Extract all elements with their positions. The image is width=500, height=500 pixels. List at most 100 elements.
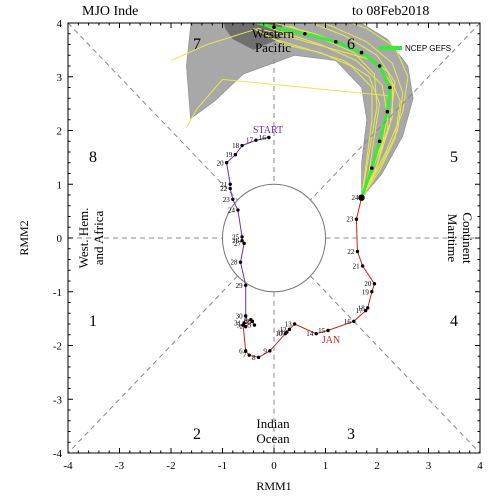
jan-point-label-8: 8 <box>252 354 256 362</box>
y-axis-title: RMM2 <box>17 220 31 255</box>
jan-point-label-1: 1 <box>239 323 243 331</box>
jan-point-19 <box>370 290 374 294</box>
phase-label-8: 8 <box>89 149 97 166</box>
dec-point-label-26: 26 <box>232 237 240 245</box>
jan-point-label-3: 3 <box>248 322 252 330</box>
dec-point-label-24: 24 <box>228 207 236 215</box>
dec-point-label-30: 30 <box>236 312 244 320</box>
x-tick-label-2: -2 <box>166 460 175 472</box>
phase-guides <box>67 22 481 454</box>
dec-point-21 <box>228 182 232 186</box>
dec-point-label-20: 20 <box>217 159 225 167</box>
phase-label-1: 1 <box>89 313 97 330</box>
dec-point-16 <box>267 135 271 140</box>
phase-label-3: 3 <box>347 426 355 443</box>
jan-point-16 <box>352 319 356 324</box>
x-tick-label-6: 2 <box>374 460 380 472</box>
jan-point-4 <box>249 318 253 322</box>
region-maritime-line1: Maritime <box>445 214 460 263</box>
x-tick-label-1: -3 <box>115 460 125 472</box>
ensemble-member-5 <box>349 23 409 198</box>
jan-point-label-24: 24 <box>352 194 360 202</box>
ensemble-member-8 <box>272 23 401 198</box>
jan-point-14 <box>314 331 318 336</box>
jan-point-label-17: 17 <box>356 307 364 315</box>
region-indian-ocean-line2: Ocean <box>256 431 290 446</box>
legend: NCEP GEFS <box>379 44 451 53</box>
y-tick-label-1: -3 <box>53 394 63 406</box>
guide-diag-br <box>310 275 481 454</box>
dec-point-20 <box>224 161 229 165</box>
legend-gefs-label: NCEP GEFS <box>405 44 451 53</box>
y-tick-label-4: 0 <box>57 233 63 245</box>
region-westhem-line1: West. Hem. <box>76 208 91 269</box>
gefs-point-8 <box>303 31 307 36</box>
jan-point-21 <box>360 264 365 268</box>
gefs-point-6 <box>359 50 364 55</box>
gefs-point-10 <box>246 19 250 23</box>
dec-point-label-25: 25 <box>232 233 240 241</box>
phase-label-5: 5 <box>450 149 458 166</box>
dec-point-23 <box>231 197 235 201</box>
ensemble-member-6 <box>256 23 388 198</box>
dec-point-19 <box>233 152 238 157</box>
jan-point-label-5: 5 <box>237 322 241 330</box>
jan-point-15 <box>326 328 330 333</box>
region-western-pacific-line2: Pacific <box>255 40 291 55</box>
jan-point-label-19: 19 <box>362 288 370 296</box>
y-tick-label-7: 3 <box>57 72 63 84</box>
gefs-point-2 <box>377 139 382 144</box>
jan-point-label-13: 13 <box>285 321 293 329</box>
jan-point-24 <box>358 194 365 201</box>
y-tick-label-8: 4 <box>57 18 63 30</box>
x-axis-title: RMM1 <box>256 479 291 493</box>
jan-point-label-21: 21 <box>353 262 361 270</box>
ensemble-member-1 <box>319 23 404 198</box>
jan-point-label-23: 23 <box>346 216 354 224</box>
dec-point-27 <box>242 241 246 246</box>
dec-point-label-31: 31 <box>234 319 242 327</box>
dec-point-26 <box>240 238 244 243</box>
dec-point-label-17: 17 <box>246 137 254 145</box>
dec-point-28 <box>238 260 243 264</box>
jan-point-label-7: 7 <box>243 352 247 360</box>
ensemble-member-4 <box>253 27 373 198</box>
jan-point-22 <box>355 249 360 254</box>
x-tick-label-7: 3 <box>426 460 432 472</box>
jan-point-7 <box>247 353 251 357</box>
jan-point-label-22: 22 <box>347 248 355 256</box>
dec-point-label-28: 28 <box>231 259 239 267</box>
jan-point-label-20: 20 <box>364 280 372 288</box>
phase-label-7: 7 <box>193 36 201 53</box>
phase-label-4: 4 <box>450 313 458 330</box>
gefs-point-4 <box>388 85 392 90</box>
dec-point-17 <box>254 138 258 142</box>
region-maritime-line2: Continent <box>460 212 475 264</box>
dec-point-29 <box>243 283 248 287</box>
dec-point-25 <box>240 235 244 239</box>
dec-point-label-16: 16 <box>259 134 267 142</box>
y-tick-label-3: -1 <box>53 287 62 299</box>
chart-title-left: MJO Inde <box>82 4 138 19</box>
dec-point-label-27: 27 <box>234 240 242 248</box>
jan-point-8 <box>256 355 261 360</box>
jan-point-20 <box>372 281 377 286</box>
dec-point-label-29: 29 <box>236 282 244 290</box>
gefs-point-5 <box>377 64 382 68</box>
jan-point-label-12: 12 <box>279 326 287 334</box>
jan-point-13 <box>292 322 297 326</box>
jan-point-23 <box>354 217 359 221</box>
gefs-point-1 <box>370 166 374 170</box>
jan-point-5 <box>241 323 245 327</box>
dec-point-label-18: 18 <box>232 142 240 150</box>
gefs-point-7 <box>334 40 338 44</box>
dec-point-18 <box>240 143 244 148</box>
chart-title-right: to 08Feb2018 <box>352 4 429 19</box>
guide-diag-tr <box>310 22 481 201</box>
dec-point-label-21: 21 <box>220 181 228 189</box>
dec-point-24 <box>236 208 240 212</box>
december-line <box>226 137 270 324</box>
